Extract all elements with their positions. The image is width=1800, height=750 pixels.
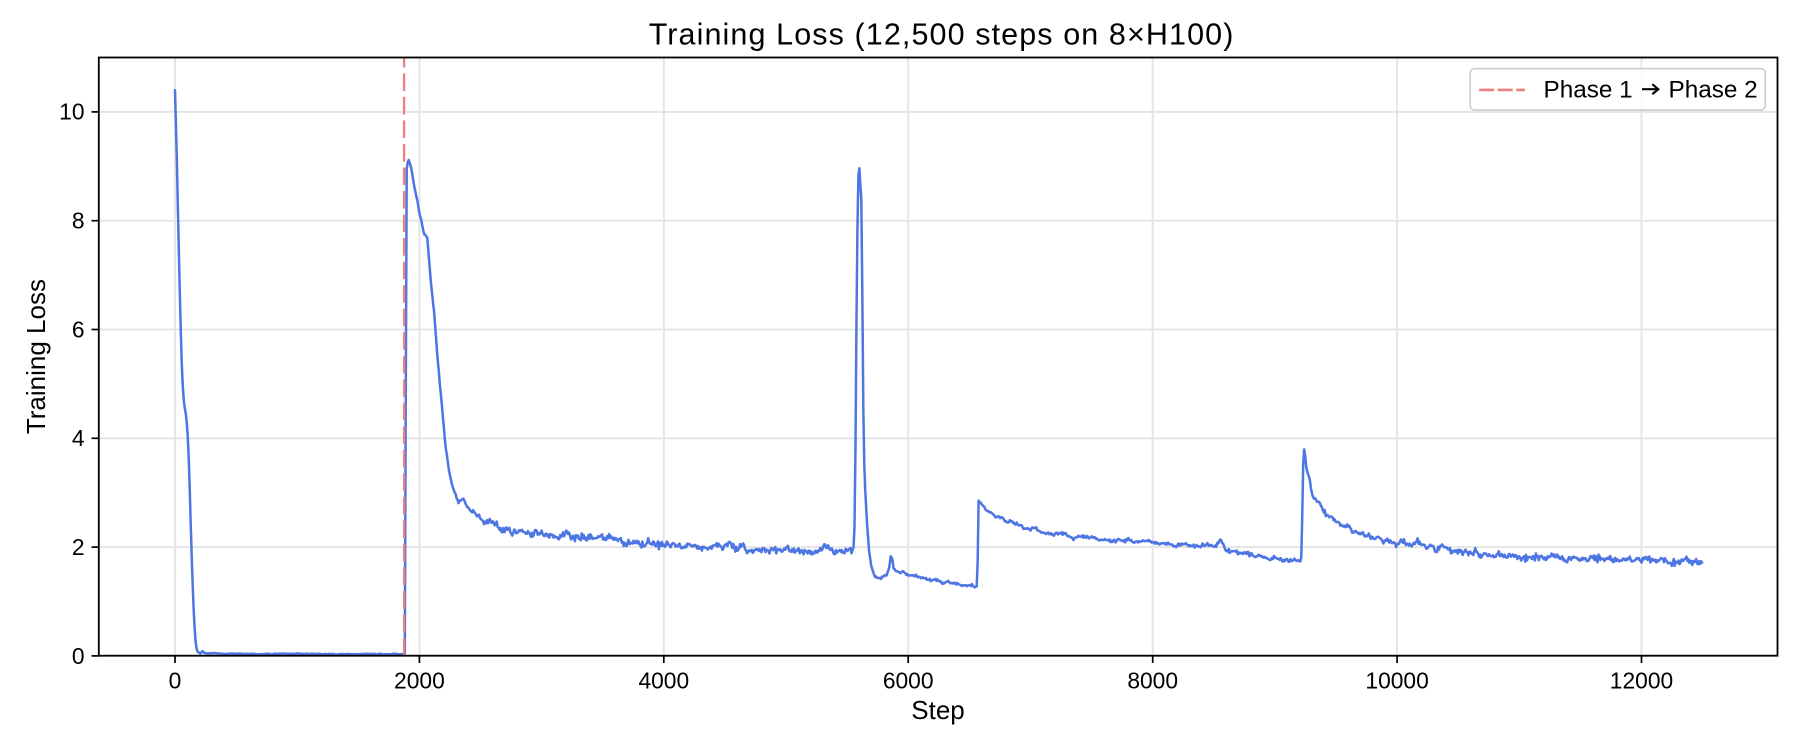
svg-text:4000: 4000 xyxy=(638,667,689,693)
svg-text:12000: 12000 xyxy=(1610,667,1673,693)
svg-text:Training Loss: Training Loss xyxy=(21,279,51,434)
svg-text:6: 6 xyxy=(72,316,85,342)
svg-text:10: 10 xyxy=(59,99,84,125)
svg-text:Training Loss (12,500 steps on: Training Loss (12,500 steps on 8×H100) xyxy=(649,17,1235,51)
svg-text:6000: 6000 xyxy=(883,667,934,693)
svg-text:4: 4 xyxy=(72,425,85,451)
svg-text:8: 8 xyxy=(72,208,85,234)
svg-text:2000: 2000 xyxy=(394,667,445,693)
svg-text:0: 0 xyxy=(72,643,85,669)
svg-text:10000: 10000 xyxy=(1365,667,1428,693)
svg-text:0: 0 xyxy=(169,667,182,693)
svg-text:Phase 1: Phase 1 xyxy=(1544,77,1633,104)
svg-text:8000: 8000 xyxy=(1127,667,1178,693)
svg-text:2: 2 xyxy=(72,534,85,560)
svg-text:Phase 2: Phase 2 xyxy=(1669,77,1758,104)
svg-text:Step: Step xyxy=(911,695,965,725)
